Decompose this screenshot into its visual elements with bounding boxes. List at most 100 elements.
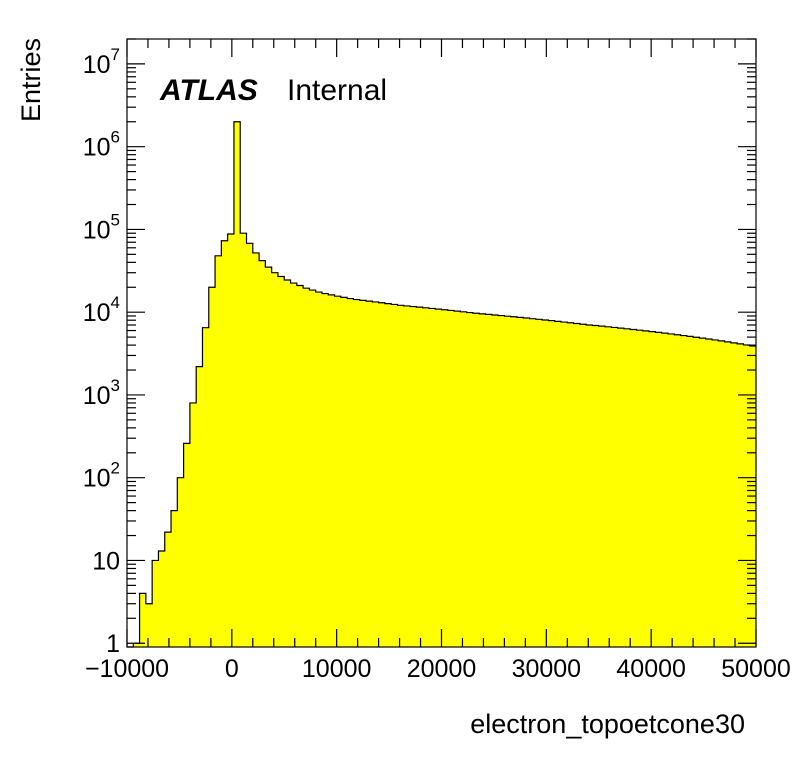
- histogram-bin: [145, 603, 153, 647]
- histogram-bin: [309, 290, 317, 647]
- histogram-bin: [579, 324, 587, 647]
- y-tick-label: 105: [83, 210, 120, 244]
- histogram-bin: [535, 319, 543, 647]
- histogram-bin: [340, 297, 348, 647]
- histogram-bin: [542, 319, 549, 647]
- histogram-bin: [158, 551, 166, 647]
- histogram-bin: [649, 331, 656, 647]
- histogram-bin: [680, 335, 688, 647]
- histogram-bin: [422, 307, 430, 647]
- histogram-bin: [397, 305, 405, 647]
- histogram-bin: [667, 333, 675, 647]
- histogram-bin: [252, 252, 260, 647]
- x-tick-label: 10000: [302, 655, 372, 683]
- axis-ticks: [126, 38, 757, 647]
- histogram-bin: [246, 243, 254, 648]
- atlas-label: ATLAS: [159, 74, 258, 107]
- histogram-bin: [221, 240, 229, 648]
- y-tick-label: 102: [83, 459, 120, 493]
- histogram-bin: [623, 328, 631, 647]
- histogram-bin: [347, 298, 354, 647]
- histogram-outline: [127, 121, 756, 648]
- histogram-bin: [403, 305, 411, 647]
- histogram-bin: [296, 285, 304, 647]
- histogram-bin: [472, 313, 480, 647]
- histogram-bin: [724, 341, 732, 647]
- histogram-bin: [315, 292, 323, 647]
- histogram-bin: [189, 402, 197, 647]
- x-tick-label: 50000: [721, 655, 791, 683]
- y-tick-label: 10: [92, 547, 120, 575]
- x-tick-label: 30000: [512, 655, 582, 683]
- histogram-bin: [661, 333, 669, 647]
- histogram-bin: [573, 323, 581, 647]
- histogram-bin: [743, 344, 751, 647]
- histogram-bin: [737, 343, 744, 647]
- histogram-bin: [693, 337, 700, 647]
- histogram-bin: [233, 121, 241, 647]
- histogram-bin: [284, 279, 291, 647]
- histogram-bin: [642, 330, 650, 647]
- y-tick-label: 1: [106, 630, 120, 658]
- histogram-bin: [586, 325, 593, 647]
- histogram-bin: [428, 308, 436, 647]
- histogram-bin: [454, 311, 461, 647]
- histogram-bin: [630, 329, 637, 647]
- histogram-bin: [617, 328, 625, 647]
- histogram-bin: [259, 260, 266, 647]
- histogram-bin: [202, 327, 210, 647]
- histogram-bin: [435, 309, 442, 647]
- histogram-bin: [592, 325, 600, 647]
- histogram-bin: [674, 334, 681, 647]
- histogram-bin: [378, 302, 386, 647]
- x-axis-title: electron_topoetcone30: [470, 709, 745, 739]
- histogram-bin: [208, 287, 216, 647]
- histogram-bin: [441, 309, 449, 647]
- histogram-bin: [460, 311, 468, 647]
- histogram-bin: [479, 313, 486, 647]
- histogram-bin: [171, 510, 178, 647]
- y-axis-title: Entries: [16, 38, 46, 122]
- histogram-bin: [567, 322, 574, 647]
- histogram-bin: [196, 366, 203, 647]
- histogram-bin: [290, 283, 298, 647]
- x-tick-label: 0: [225, 655, 239, 683]
- histogram-bin: [705, 339, 713, 647]
- histogram-bin: [334, 296, 342, 647]
- histogram-bin: [366, 301, 373, 647]
- histogram-bin: [504, 316, 512, 647]
- histogram-bin: [466, 312, 474, 647]
- histogram-bin: [447, 310, 455, 647]
- y-tick-label: 107: [83, 45, 120, 79]
- histogram-bin: [548, 320, 556, 647]
- y-tick-label: 104: [83, 293, 120, 327]
- histogram-bin: [636, 330, 644, 647]
- histogram-bin: [152, 560, 159, 647]
- histogram-bin: [359, 300, 367, 647]
- x-tick-label: 40000: [616, 655, 686, 683]
- histogram-bin: [529, 318, 537, 647]
- histogram-bin: [277, 276, 285, 647]
- histogram-bin: [510, 316, 518, 647]
- histogram-bin: [164, 532, 172, 647]
- histogram-bin: [711, 339, 719, 647]
- internal-label: Internal: [287, 74, 387, 107]
- histogram-bin: [372, 301, 379, 647]
- histogram-bin: [271, 272, 279, 647]
- histogram-bin: [485, 314, 493, 647]
- y-tick-label: 106: [83, 128, 120, 162]
- histogram-bin: [177, 477, 185, 647]
- histogram-bin: [353, 299, 361, 647]
- histogram-bin: [523, 318, 530, 647]
- histogram-bin: [498, 315, 505, 647]
- histogram-bin: [183, 443, 191, 647]
- histogram-bin: [133, 643, 140, 647]
- histogram-bin: [718, 340, 725, 647]
- histogram-bin: [384, 303, 392, 647]
- histogram-fill: [127, 121, 757, 648]
- histogram-bin: [240, 233, 247, 647]
- histogram-bin: [686, 336, 694, 647]
- histogram-bin: [303, 288, 310, 647]
- histogram-bin: [655, 332, 663, 647]
